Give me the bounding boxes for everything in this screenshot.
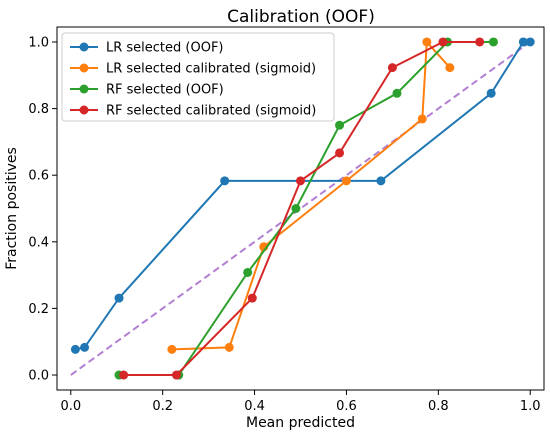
y-tick-label: 0.2 [28, 302, 49, 317]
data-point [422, 37, 432, 47]
data-point [376, 176, 386, 186]
y-tick-label: 0.4 [28, 235, 49, 250]
y-tick-label: 1.0 [28, 35, 49, 50]
legend-marker [79, 63, 89, 73]
legend-marker [79, 105, 89, 115]
series-line [119, 41, 494, 376]
data-point [486, 88, 496, 98]
y-axis-ticks: 0.0 0.2 0.4 0.6 0.8 1.0 [28, 35, 57, 384]
data-point [335, 148, 345, 158]
data-point [167, 344, 177, 354]
series-2 [167, 37, 455, 354]
data-point [445, 63, 455, 73]
reference-diagonal [70, 41, 531, 376]
x-axis-label: Mean predicted [246, 415, 355, 431]
data-point [392, 88, 402, 98]
data-point [291, 204, 301, 213]
data-point [518, 37, 528, 47]
data-point [341, 176, 351, 186]
legend-marker [79, 42, 89, 52]
data-point [70, 344, 80, 354]
chart-title: Calibration (OOF) [227, 7, 375, 27]
y-axis-label: Fraction positives [4, 147, 20, 270]
legend-box [61, 32, 335, 122]
legend-entry: RF selected (OOF) [70, 83, 224, 98]
x-tick-label: 0.8 [428, 399, 449, 414]
x-axis-ticks: 0.0 0.2 0.4 0.6 0.8 1.0 [60, 390, 541, 414]
data-point [296, 176, 305, 186]
x-tick-label: 1.0 [520, 399, 541, 414]
legend-entry: LR selected (OOF) [70, 41, 224, 56]
x-tick-label: 0.0 [60, 399, 81, 414]
data-point [114, 293, 124, 303]
data-point [171, 370, 181, 380]
x-tick-label: 0.4 [244, 399, 265, 414]
series-group [70, 37, 535, 380]
reference-line [70, 41, 531, 376]
data-point [80, 342, 90, 352]
series-4 [119, 37, 485, 380]
data-point [220, 176, 230, 186]
y-tick-label: 0.8 [28, 102, 49, 117]
series-line [123, 41, 480, 376]
data-point [243, 267, 253, 277]
data-point [525, 37, 535, 47]
y-tick-label: 0.6 [28, 169, 49, 184]
data-point [417, 114, 427, 124]
legend-label: RF selected calibrated (sigmoid) [106, 104, 316, 119]
data-point [335, 120, 345, 130]
legend-entry: LR selected calibrated (sigmoid) [70, 62, 316, 77]
legend-entry: RF selected calibrated (sigmoid) [70, 104, 316, 119]
data-point [475, 37, 485, 47]
legend-label: RF selected (OOF) [106, 83, 224, 98]
legend-label: LR selected calibrated (sigmoid) [106, 62, 316, 77]
data-point [387, 63, 397, 73]
data-point [119, 370, 129, 380]
data-point [247, 293, 257, 303]
data-point [438, 37, 448, 47]
legend-marker [79, 84, 89, 94]
legend-label: LR selected (OOF) [106, 41, 224, 56]
x-tick-label: 0.2 [152, 399, 173, 414]
legend: LR selected (OOF) LR selected calibrated … [61, 32, 335, 122]
x-tick-label: 0.6 [336, 399, 357, 414]
y-tick-label: 0.0 [28, 369, 49, 384]
data-point [224, 342, 234, 352]
data-point [488, 37, 498, 47]
